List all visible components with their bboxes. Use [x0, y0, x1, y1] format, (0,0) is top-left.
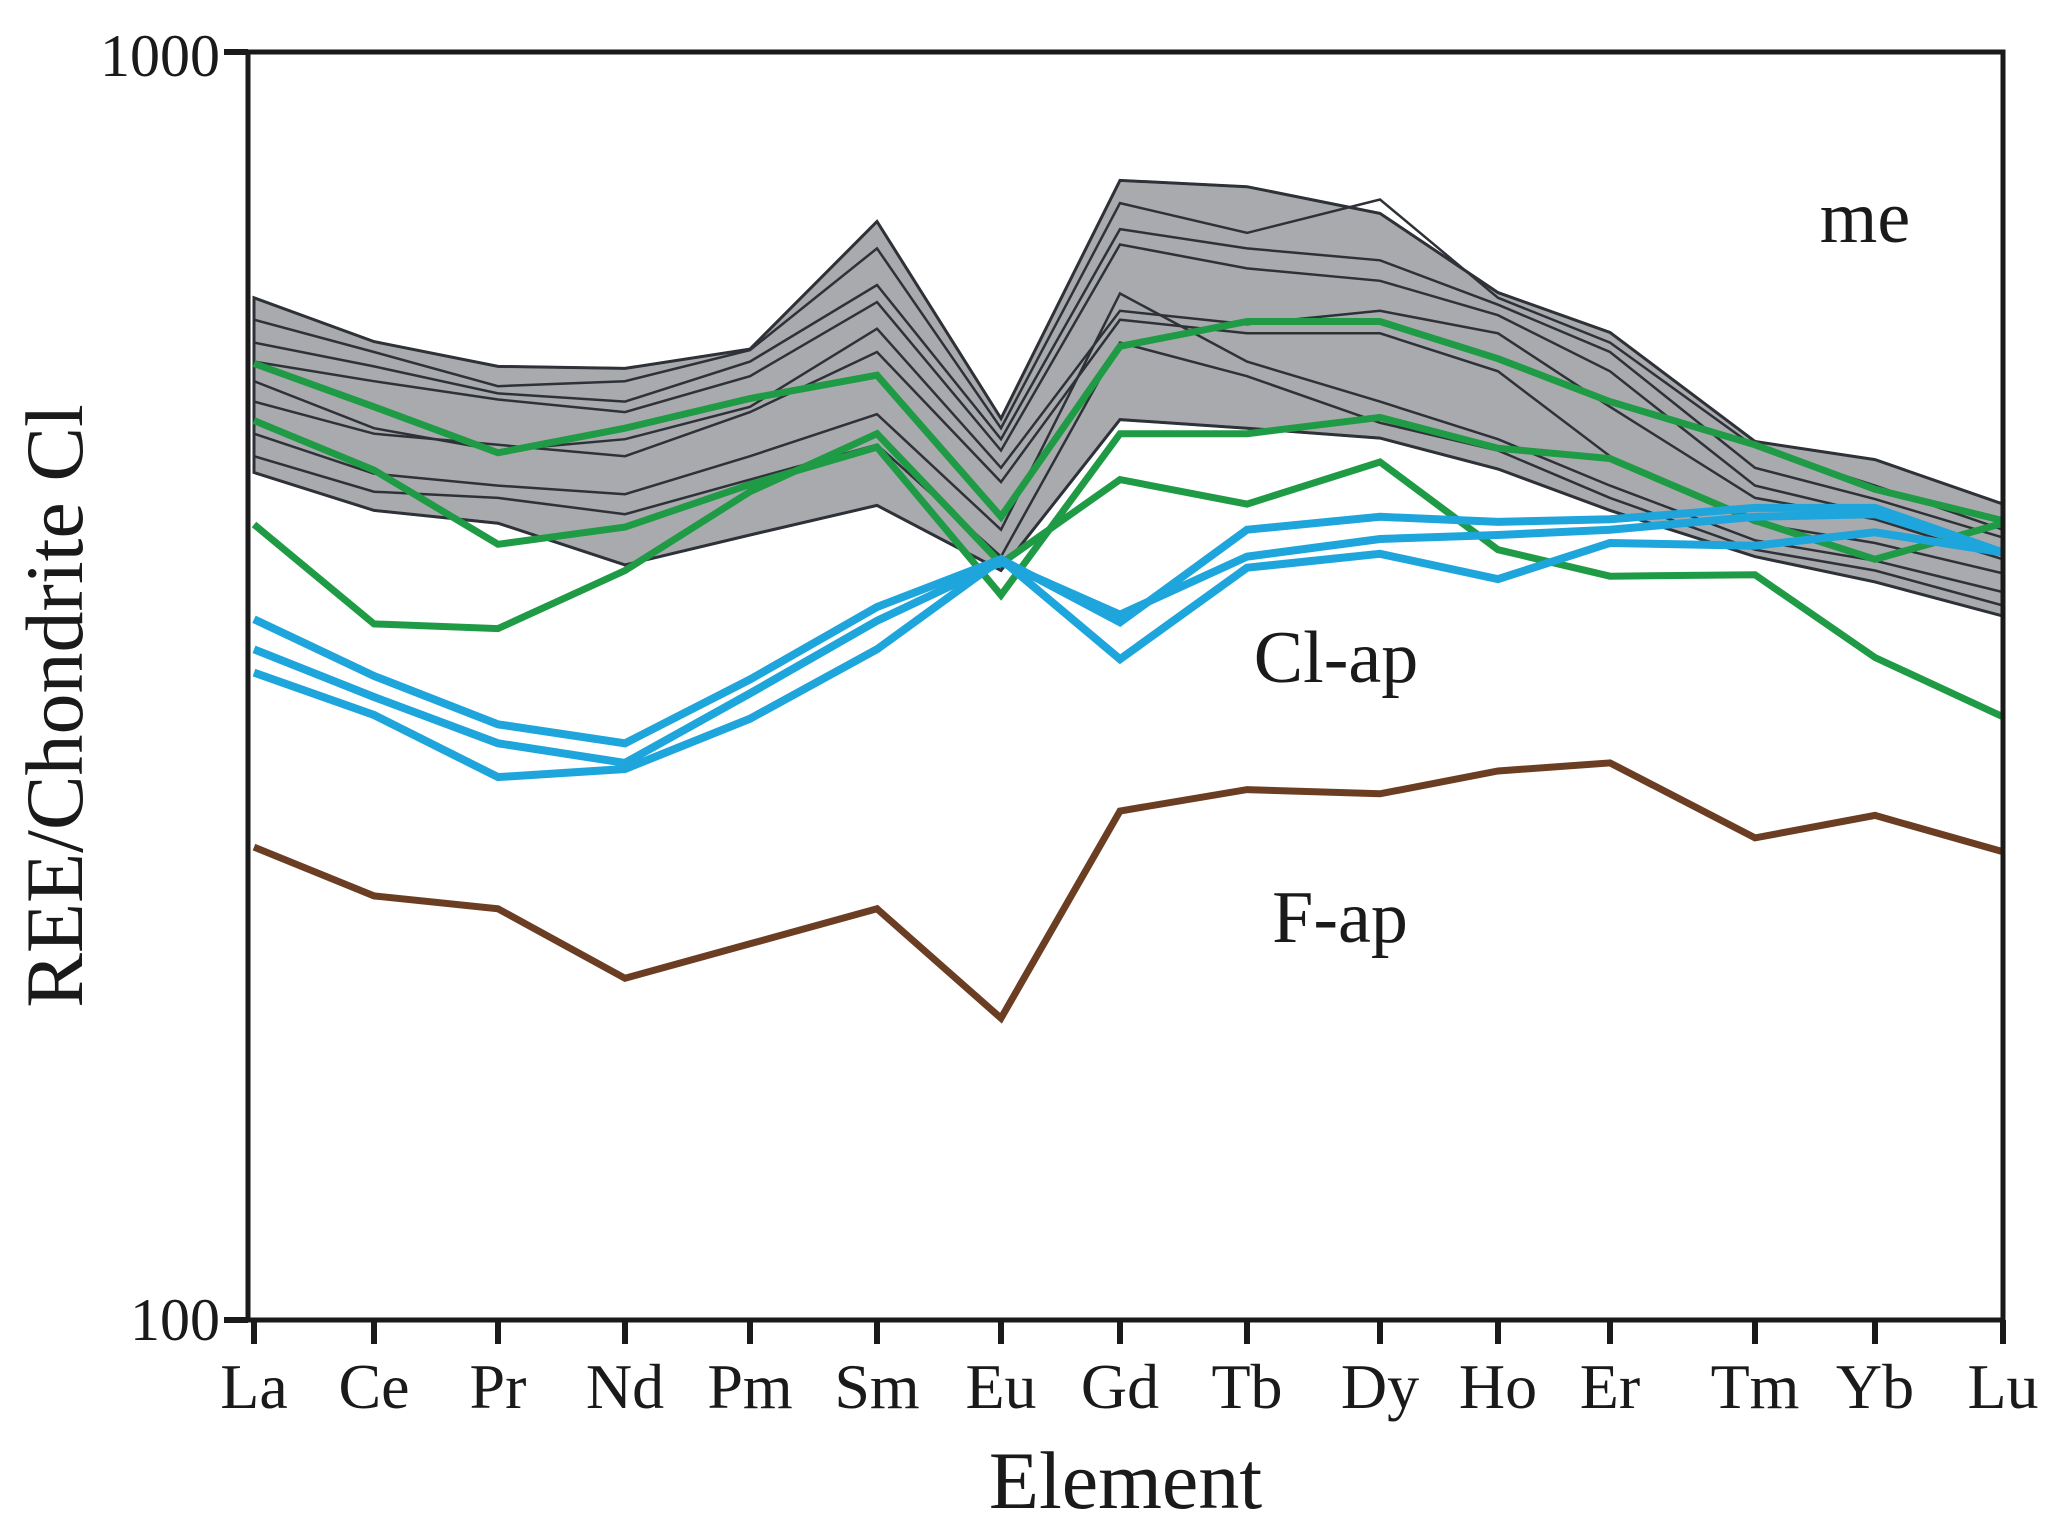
series-line-cl-ap-blue-2	[252, 510, 2005, 768]
series-line-cl-ap-green-1	[252, 318, 2004, 524]
plot-frame	[245, 49, 2006, 1323]
x-tick-label-pm: Pm	[707, 1351, 792, 1422]
x-tick-label-la: La	[220, 1351, 288, 1422]
series-line-me-8	[253, 341, 2004, 607]
series-line-me-2	[253, 198, 2004, 531]
x-tick-label-pr: Pr	[470, 1351, 527, 1422]
y-tick-label-1000: 1000	[100, 23, 220, 89]
series-line-cl-ap-green-3	[251, 429, 2005, 720]
x-tick-label-nd: Nd	[586, 1351, 664, 1422]
series-line-f-ap	[252, 759, 2004, 1024]
x-tick-label-yb: Yb	[1836, 1351, 1914, 1422]
y-axis-title: REE/Chondrite Cl	[9, 404, 100, 1008]
labels: La Ce Pr Nd Pm Sm Eu Gd Tb Dy Ho Er Tm Yb Lu 1000 100 …	[9, 23, 2039, 1526]
x-tick-label-dy: Dy	[1341, 1351, 1419, 1422]
x-tick-label-er: Er	[1580, 1351, 1640, 1422]
series-line-cl-ap-blue-1	[252, 503, 2005, 748]
x-axis-title: Element	[989, 1435, 1262, 1526]
x-tick-label-gd: Gd	[1081, 1351, 1159, 1422]
series-line-me-4	[253, 243, 2004, 553]
x-tick-label-ce: Ce	[338, 1351, 409, 1422]
annotation-cl-ap: Cl-ap	[1254, 617, 1418, 699]
x-tick-label-sm: Sm	[834, 1351, 919, 1422]
y-axis-ticks	[224, 49, 248, 1323]
annotation-me: me	[1820, 177, 1910, 259]
series-line-cl-ap-green-2	[252, 413, 2004, 601]
x-axis-tick-labels: La Ce Pr Nd Pm Sm Eu Gd Tb Dy Ho Er Tm Yb Lu	[220, 1351, 2038, 1422]
x-tick-label-eu: Eu	[965, 1351, 1036, 1422]
x-tick-label-tm: Tm	[1711, 1351, 1800, 1422]
x-tick-label-ho: Ho	[1459, 1351, 1537, 1422]
x-tick-label-lu: Lu	[1967, 1351, 2038, 1422]
axes	[224, 49, 2006, 1344]
series-line-me-1	[253, 179, 2004, 506]
series-line-cl-ap-blue-3	[252, 528, 2004, 782]
x-tick-label-tb: Tb	[1211, 1351, 1282, 1422]
annotation-f-ap: F-ap	[1272, 877, 1408, 959]
x-axis-ticks	[251, 1320, 2006, 1344]
y-tick-label-100: 100	[130, 1287, 220, 1353]
plot-area	[251, 178, 2005, 1024]
